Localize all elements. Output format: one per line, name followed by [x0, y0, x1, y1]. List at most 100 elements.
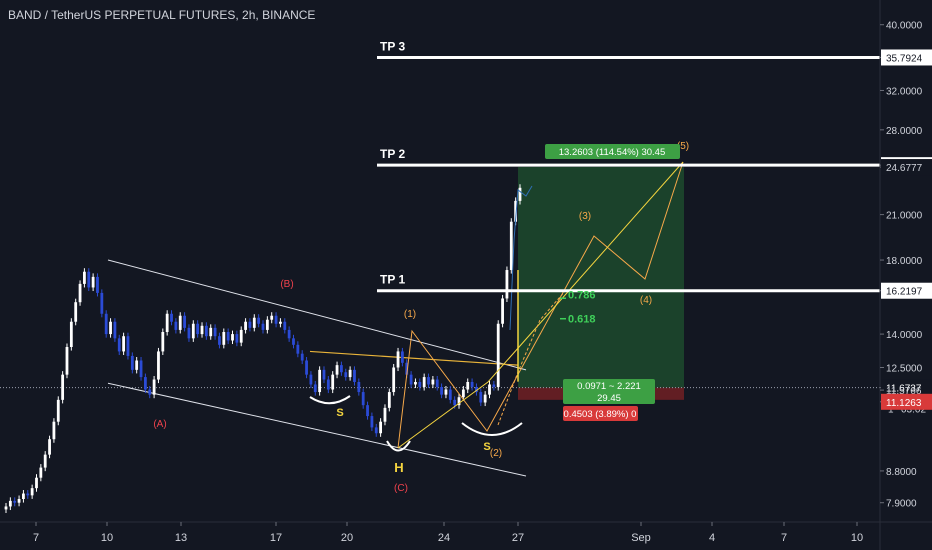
qty-badge-text: 29.45: [597, 393, 621, 404]
wave-label: (B): [280, 279, 293, 290]
candle: [313, 384, 317, 393]
candle: [292, 338, 295, 345]
price-axis-label: 8.8000: [886, 467, 917, 478]
price-axis-label: 28.0000: [886, 126, 923, 137]
candle: [396, 351, 400, 368]
candle: [74, 302, 78, 322]
target-zone: [518, 167, 684, 388]
candle: [496, 323, 500, 387]
candle: [187, 327, 191, 339]
candle: [204, 325, 208, 337]
time-axis-label: 27: [512, 532, 524, 544]
head-label: H: [394, 460, 403, 475]
candle: [518, 187, 522, 201]
price-axis-badge: [881, 393, 932, 410]
candle: [231, 334, 234, 341]
candle: [48, 439, 51, 455]
candle: [78, 283, 82, 303]
candle: [13, 500, 17, 503]
candle: [113, 321, 117, 339]
candle: [509, 221, 513, 271]
candle: [444, 389, 448, 395]
candle: [148, 389, 152, 395]
candle: [440, 386, 443, 395]
price-axis-bg: [880, 0, 932, 550]
price-axis-badge: [881, 282, 932, 299]
time-axis-label: 4: [709, 532, 715, 544]
candle: [501, 298, 504, 324]
stop-badge-text: 0.4503 (3.89%) 0: [564, 409, 637, 420]
candle: [409, 374, 413, 385]
candle: [448, 389, 452, 400]
price-axis-label: 12.5000: [886, 363, 923, 374]
candle: [475, 386, 478, 393]
candle: [400, 351, 404, 363]
target-badge-text: 13.2603 (114.54%) 30.45: [559, 147, 666, 158]
tp-2-label: TP 2: [380, 147, 405, 161]
neckline: [309, 350, 519, 366]
candle: [322, 369, 326, 380]
candle: [357, 381, 361, 393]
time-axis-label: 7: [781, 532, 787, 544]
candle: [130, 355, 134, 370]
candle: [117, 338, 121, 352]
ratio-badge-text: 0.0971 ~ 2.221: [577, 381, 641, 392]
orange-wave-path: [397, 161, 684, 449]
candle: [470, 381, 474, 387]
candle: [8, 500, 12, 507]
candle: [83, 271, 86, 284]
candle: [161, 331, 165, 352]
candle: [431, 379, 435, 385]
candle: [379, 421, 383, 434]
candle: [492, 384, 496, 387]
candle: [505, 270, 509, 299]
candle: [109, 321, 112, 335]
price-axis-badge: [881, 49, 932, 66]
candle: [35, 477, 38, 489]
fib-label: 0.786: [568, 290, 596, 302]
candle: [213, 327, 217, 337]
candle: [466, 381, 470, 390]
candle: [244, 321, 247, 330]
candle: [239, 329, 243, 343]
head-arc: [386, 440, 411, 452]
candle: [100, 292, 104, 314]
price-axis-label: 32.0000: [886, 86, 923, 97]
candle: [143, 377, 147, 390]
price-axis-label: 11.5766: [886, 386, 922, 397]
candle: [22, 493, 25, 500]
candle: [387, 392, 391, 408]
candle: [209, 327, 213, 337]
candle: [183, 315, 186, 328]
candle: [261, 323, 265, 330]
chart-title: BAND / TetherUS PERPETUAL FUTURES, 2h, B…: [8, 8, 316, 22]
wave-label: (1): [404, 309, 416, 320]
candle: [305, 360, 308, 375]
price-axis-label: 7.9000: [886, 499, 917, 510]
channel-upper-line: [107, 259, 527, 371]
candle: [309, 374, 313, 385]
candle: [218, 336, 221, 345]
candle: [4, 506, 8, 510]
candle: [435, 379, 439, 387]
candle: [348, 369, 352, 378]
candle: [340, 365, 343, 373]
wave-label: (5): [677, 141, 689, 152]
price-axis-label: 18.0000: [886, 256, 923, 267]
candle: [122, 336, 126, 352]
candle: [222, 331, 226, 345]
candle: [392, 367, 396, 393]
candle: [135, 360, 139, 370]
candle: [178, 315, 182, 330]
candle: [43, 454, 47, 468]
candle: [326, 379, 330, 390]
tp-1-label: TP 1: [380, 273, 405, 287]
candle: [405, 362, 409, 375]
price-axis-label: 03:02: [901, 405, 926, 416]
wave-label: (4): [640, 295, 652, 306]
time-axis-label: 20: [341, 532, 353, 544]
candle: [414, 381, 417, 385]
candle: [252, 317, 256, 328]
